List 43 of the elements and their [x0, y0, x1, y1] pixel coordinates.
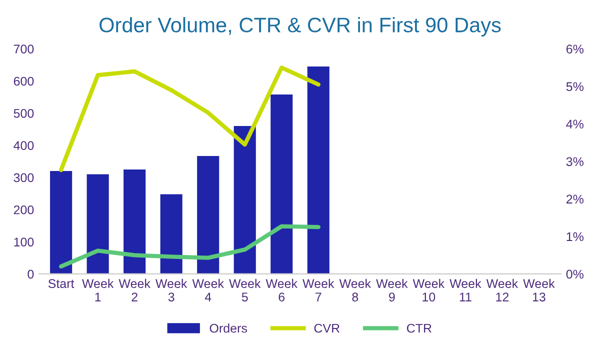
- x-tick-label: Week 13: [523, 278, 555, 302]
- y2-tick-label: 1%: [566, 232, 584, 242]
- x-tick-label: Week 1: [82, 278, 114, 302]
- x-tick-label: Week 12: [486, 278, 518, 302]
- legend-label: Orders: [210, 323, 247, 333]
- x-tick-label: Week 9: [376, 278, 408, 302]
- y-tick-label: 500: [14, 108, 34, 118]
- bar: [234, 126, 256, 274]
- line-series: [58, 224, 320, 269]
- y2-tick-label: 0%: [566, 270, 584, 279]
- y-tick-label: 700: [14, 44, 34, 54]
- x-tick-label: Week 4: [192, 278, 224, 302]
- bar: [86, 174, 109, 274]
- x-tick-label: Week 3: [156, 278, 188, 302]
- y-tick-label: 400: [14, 141, 34, 150]
- bar: [270, 94, 293, 274]
- y-tick-label: 200: [14, 205, 34, 214]
- y-tick-label: 100: [14, 238, 34, 246]
- x-tick-label: Week 6: [266, 278, 298, 302]
- x-tick-label: Week 10: [412, 278, 445, 302]
- y2-tick-label: 5%: [566, 82, 584, 92]
- bar: [50, 171, 72, 274]
- y-tick-label: 600: [14, 76, 34, 86]
- x-tick-label: Week 5: [229, 278, 261, 302]
- x-tick-label: Week 8: [339, 278, 372, 302]
- y2-tick-label: 2%: [566, 194, 584, 204]
- line-series: [58, 66, 320, 172]
- bar: [160, 194, 182, 274]
- y-tick-label: 300: [14, 173, 34, 182]
- x-tick-label: Week 2: [118, 278, 150, 302]
- bar: [197, 156, 220, 274]
- legend-label: CVR: [314, 324, 340, 333]
- legend-label: CTR: [406, 324, 432, 333]
- y2-tick-label: 4%: [566, 120, 584, 128]
- bar: [307, 66, 330, 274]
- y-tick-label: 0: [28, 270, 34, 279]
- chart-title: Order Volume, CTR & CVR in First 90 Days: [100, 17, 501, 37]
- x-tick-label: Week 7: [302, 278, 334, 302]
- bar: [124, 169, 146, 274]
- y2-tick-label: 6%: [566, 44, 584, 54]
- x-tick-label: Week 11: [450, 278, 482, 302]
- y2-tick-label: 3%: [566, 157, 584, 166]
- x-tick-label: Start: [48, 279, 74, 288]
